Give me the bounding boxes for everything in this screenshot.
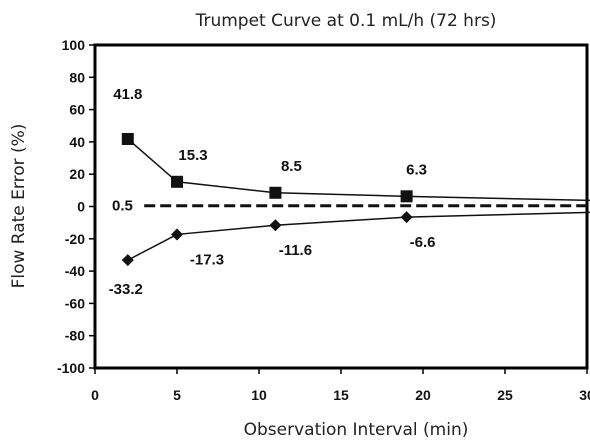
data-label: 41.8 [113, 86, 142, 103]
x-tick-label: 25 [497, 387, 513, 403]
x-tick-label: 0 [91, 387, 99, 403]
x-axis-ticks: 0 5 10 15 20 25 30 [91, 368, 590, 403]
data-label: -17.3 [190, 251, 224, 268]
data-label: -11.6 [279, 242, 312, 259]
x-tick-label: 5 [173, 387, 181, 403]
data-point-square [121, 132, 134, 145]
y-axis-ticks: 100 80 60 40 20 0 -20 -40 -60 -80 -100 [57, 37, 95, 376]
data-point-diamond [121, 254, 134, 267]
y-tick-label: 80 [69, 69, 85, 85]
y-tick-label: 40 [69, 134, 85, 150]
data-label: 6.3 [406, 161, 427, 178]
x-tick-label: 10 [251, 387, 267, 403]
data-point-diamond [171, 228, 183, 241]
y-axis-label: Flow Rate Error (%) [9, 124, 29, 289]
x-tick-label: 30 [579, 387, 590, 403]
series-group: 41.8 15.3 8.5 6.3 -33.2 -17.3 -11.6 -6.6 [109, 86, 590, 298]
y-tick-label: -40 [65, 263, 85, 279]
data-label: -33.2 [109, 281, 143, 298]
data-point-diamond [269, 219, 282, 232]
data-label: 8.5 [281, 158, 302, 175]
data-point-square [171, 175, 183, 188]
x-tick-label: 15 [333, 387, 349, 403]
y-tick-label: 100 [62, 37, 86, 53]
data-point-square [269, 186, 282, 199]
y-tick-label: -60 [65, 295, 85, 311]
y-tick-label: 20 [69, 166, 85, 182]
y-tick-label: 60 [69, 102, 85, 118]
data-label: 15.3 [178, 147, 207, 164]
y-tick-label: -100 [57, 360, 85, 376]
x-tick-label: 20 [415, 387, 431, 403]
data-label: -6.6 [410, 234, 436, 251]
data-point-diamond [400, 211, 413, 224]
chart-title: Trumpet Curve at 0.1 mL/h (72 hrs) [195, 11, 497, 31]
y-tick-label: 0 [77, 199, 85, 215]
mean-line-group: 0.5 [112, 198, 587, 215]
mean-line-label: 0.5 [112, 198, 133, 215]
data-point-square [400, 190, 413, 203]
y-tick-label: -80 [65, 328, 85, 344]
x-axis-label: Observation Interval (min) [244, 420, 469, 440]
y-tick-label: -20 [65, 231, 85, 247]
